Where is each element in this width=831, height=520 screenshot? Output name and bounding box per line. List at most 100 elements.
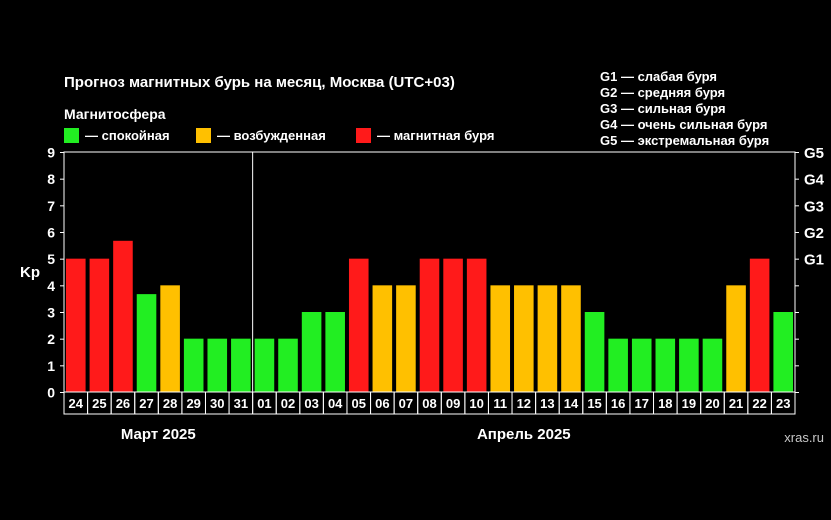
kp-bar — [419, 258, 440, 392]
y-tick-label: 8 — [47, 171, 55, 187]
date-label: 14 — [564, 396, 579, 411]
date-label: 13 — [540, 396, 554, 411]
kp-bar — [537, 285, 558, 392]
date-label: 03 — [304, 396, 318, 411]
date-label: 02 — [281, 396, 295, 411]
date-label: 01 — [257, 396, 271, 411]
kp-bar — [466, 258, 487, 392]
kp-bar — [655, 338, 676, 392]
legend-label-quiet: — спокойная — [85, 128, 170, 143]
kp-bar — [254, 338, 275, 392]
kp-bar — [561, 285, 581, 392]
kp-bar — [207, 338, 228, 392]
date-label: 18 — [658, 396, 672, 411]
date-label: 08 — [422, 396, 436, 411]
kp-bar — [584, 312, 605, 392]
date-label: 19 — [682, 396, 696, 411]
date-label: 12 — [517, 396, 531, 411]
date-label: 05 — [352, 396, 366, 411]
kp-bar — [348, 258, 369, 392]
kp-bar — [160, 285, 180, 392]
kp-bar — [679, 338, 699, 392]
kp-bar — [514, 285, 534, 392]
g-scale-item: G4 — очень сильная буря — [600, 117, 768, 132]
kp-bar — [66, 258, 86, 392]
date-label: 07 — [399, 396, 413, 411]
legend-swatch-quiet — [64, 128, 79, 143]
legend-label-active: — возбужденная — [217, 128, 326, 143]
g-scale-item: G3 — сильная буря — [600, 101, 726, 116]
g-scale-item: G2 — средняя буря — [600, 85, 726, 100]
legend-item-storm: — магнитная буря — [356, 128, 494, 143]
kp-bar — [301, 312, 322, 392]
date-label: 17 — [634, 396, 648, 411]
g-level-label: G1 — [804, 252, 824, 269]
date-label: 10 — [469, 396, 483, 411]
g-level-label: G4 — [804, 172, 825, 189]
chart-title: Прогноз магнитных бурь на месяц, Москва … — [64, 74, 455, 91]
kp-bar — [372, 285, 393, 392]
date-label: 11 — [493, 396, 507, 411]
legend-item-quiet: — спокойная — [64, 128, 170, 143]
date-label: 30 — [210, 396, 224, 411]
kp-bar — [183, 338, 204, 392]
date-label: 21 — [729, 396, 743, 411]
kp-bar — [89, 258, 110, 392]
y-tick-label: 2 — [47, 331, 55, 347]
date-label: 16 — [611, 396, 625, 411]
y-tick-label: 0 — [47, 385, 55, 401]
kp-bar — [608, 338, 628, 392]
g-scale-item: G1 — слабая буря — [600, 69, 718, 84]
y-tick-label: 3 — [47, 305, 55, 321]
legend-item-active: — возбужденная — [196, 128, 326, 143]
date-label: 31 — [234, 396, 248, 411]
kp-bar — [702, 338, 723, 392]
g-level-label: G3 — [804, 198, 824, 215]
kp-bar — [325, 312, 345, 392]
kp-bar — [726, 285, 746, 392]
y-tick-label: 4 — [47, 278, 55, 294]
y-axis-label: Kp — [20, 264, 40, 281]
g-level-label: G5 — [804, 145, 824, 162]
month-label: Апрель 2025 — [477, 426, 571, 443]
kp-bar — [490, 285, 511, 392]
y-tick-label: 5 — [47, 251, 55, 267]
legend-label-storm: — магнитная буря — [377, 128, 495, 143]
g-scale-legend: G1 — слабая буря G2 — средняя буря G3 — … — [600, 69, 769, 149]
date-label: 25 — [92, 396, 106, 411]
date-label: 15 — [587, 396, 601, 411]
date-label: 06 — [375, 396, 389, 411]
kp-bar — [136, 294, 157, 392]
date-label: 29 — [186, 396, 200, 411]
watermark: xras.ru — [784, 430, 824, 445]
month-label: Март 2025 — [121, 426, 196, 443]
date-label: 27 — [139, 396, 153, 411]
kp-bar — [631, 338, 652, 392]
date-label: 22 — [752, 396, 766, 411]
kp-bar — [396, 285, 416, 392]
date-label: 24 — [69, 396, 84, 411]
kp-bar — [443, 258, 463, 392]
date-label: 23 — [776, 396, 790, 411]
kp-bar — [749, 258, 770, 392]
date-label: 28 — [163, 396, 177, 411]
y-tick-label: 7 — [47, 198, 55, 214]
legend-swatch-storm — [356, 128, 371, 143]
kp-bar — [773, 312, 793, 392]
g-scale-item: G5 — экстремальная буря — [600, 133, 770, 148]
g-level-label: G2 — [804, 225, 824, 242]
y-tick-label: 9 — [47, 145, 55, 161]
date-label: 04 — [328, 396, 343, 411]
y-tick-label: 1 — [47, 358, 55, 374]
kp-bar — [278, 338, 298, 392]
date-label: 26 — [116, 396, 130, 411]
legend-title: Магнитосфера — [64, 106, 166, 122]
date-label: 09 — [446, 396, 460, 411]
kp-bar — [231, 338, 251, 392]
date-cell — [770, 391, 796, 415]
date-label: 20 — [705, 396, 719, 411]
y-tick-label: 6 — [47, 225, 55, 241]
kp-bar — [113, 240, 133, 392]
legend-swatch-active — [196, 128, 211, 143]
